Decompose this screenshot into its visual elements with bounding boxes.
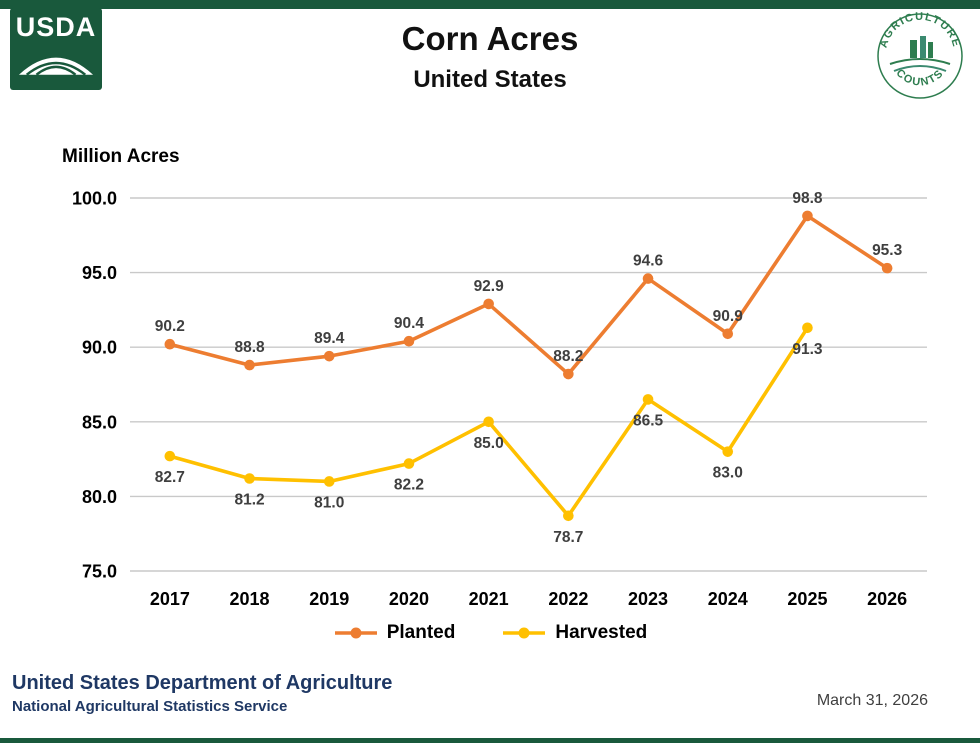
data-label: 82.2 (394, 477, 424, 494)
planted-point (563, 368, 574, 380)
usda-logo-text: USDA (15, 12, 97, 42)
badge-center-graphic (889, 36, 951, 72)
data-label: 81.2 (234, 491, 264, 508)
data-label: 89.4 (314, 330, 345, 347)
y-axis-tick-label: 85.0 (82, 412, 117, 432)
line-chart: 100.0 95.0 90.0 85.0 80.0 75.0 2017 2018 2019 202… (72, 189, 927, 609)
data-label: 91.3 (792, 341, 823, 358)
data-label: 82.7 (155, 469, 185, 486)
x-axis-tick-label: 2025 (787, 589, 827, 609)
report-date: March 31, 2026 (816, 692, 928, 709)
data-label: 88.2 (553, 348, 583, 365)
harvested-point (483, 416, 494, 428)
x-axis-tick-label: 2017 (150, 589, 190, 609)
harvested-point (244, 473, 255, 484)
planted-point (164, 338, 176, 350)
chart-subtitle: United States (413, 66, 567, 93)
footer-agency-name: National Agricultural Statistics Service (12, 698, 288, 715)
planted-point (802, 210, 813, 222)
title-block: Corn Acres United States (0, 20, 980, 94)
x-axis-tick-label: 2022 (548, 589, 588, 609)
harvested-point (642, 394, 654, 405)
data-label: 83.0 (713, 465, 743, 482)
planted-point (642, 273, 654, 284)
planted-point (881, 262, 893, 274)
y-axis-tick-label: 95.0 (82, 263, 117, 283)
x-axis-tick-label: 2018 (230, 589, 270, 609)
legend-item-harvested: Harvested (501, 622, 647, 644)
y-axis-title: Million Acres (62, 146, 180, 167)
chart-title: Corn Acres (401, 20, 579, 57)
data-label: 94.6 (633, 253, 664, 270)
x-axis-tick-label: 2021 (469, 589, 509, 609)
data-label: 85.0 (474, 435, 504, 452)
data-label: 90.9 (713, 308, 744, 325)
harvested-point (563, 510, 574, 522)
footer-org-name: United States Department of Agriculture (12, 672, 393, 694)
y-axis-tick-label: 90.0 (82, 338, 117, 358)
harvested-legend-marker (503, 627, 546, 639)
y-axis-tick-label: 75.0 (82, 562, 117, 582)
harvested-point (403, 458, 415, 469)
footer-org-block: United States Department of Agriculture … (12, 672, 392, 715)
chart-legend: Planted Harvested (0, 622, 980, 644)
legend-item-planted: Planted (333, 622, 456, 644)
y-axis-tick-label: 100.0 (72, 189, 117, 209)
x-axis-tick-label: 2019 (309, 589, 349, 609)
x-axis-tick-label: 2020 (389, 589, 429, 609)
planted-point (323, 350, 335, 362)
agriculture-counts-badge: AGRICULTURE COUNTS (877, 12, 963, 99)
bottom-green-bar (0, 738, 980, 743)
planted-legend-marker (334, 627, 377, 639)
y-axis-tick-label: 80.0 (82, 487, 117, 507)
data-label: 95.3 (872, 242, 903, 259)
harvested-point (802, 322, 813, 334)
top-green-bar (0, 0, 980, 9)
harvested-legend-label: Harvested (555, 622, 648, 643)
data-label: 78.7 (553, 529, 583, 546)
planted-legend-label: Planted (386, 622, 456, 643)
x-axis-tick-label: 2023 (628, 589, 668, 609)
data-label: 92.9 (474, 278, 505, 295)
x-axis-tick-label: 2026 (867, 589, 907, 609)
data-label: 90.2 (155, 318, 185, 335)
planted-point (403, 335, 415, 347)
data-label: 81.0 (314, 494, 344, 511)
harvested-point (722, 446, 734, 457)
data-label: 90.4 (394, 315, 425, 332)
x-axis-tick-label: 2024 (708, 589, 748, 609)
harvested-point (164, 450, 176, 462)
data-label: 86.5 (633, 412, 664, 429)
planted-line (168, 214, 889, 376)
planted-point (483, 298, 494, 310)
planted-point (722, 328, 734, 340)
harvested-point (323, 476, 335, 487)
usda-logo: USDA (10, 8, 102, 90)
usda-logo-field-graphic (18, 57, 94, 76)
data-label: 88.8 (234, 339, 265, 356)
data-label: 98.8 (792, 190, 823, 207)
planted-point (244, 359, 255, 371)
chart-area: 100.0 95.0 90.0 85.0 80.0 75.0 2017 2018 2019 202… (35, 168, 945, 623)
